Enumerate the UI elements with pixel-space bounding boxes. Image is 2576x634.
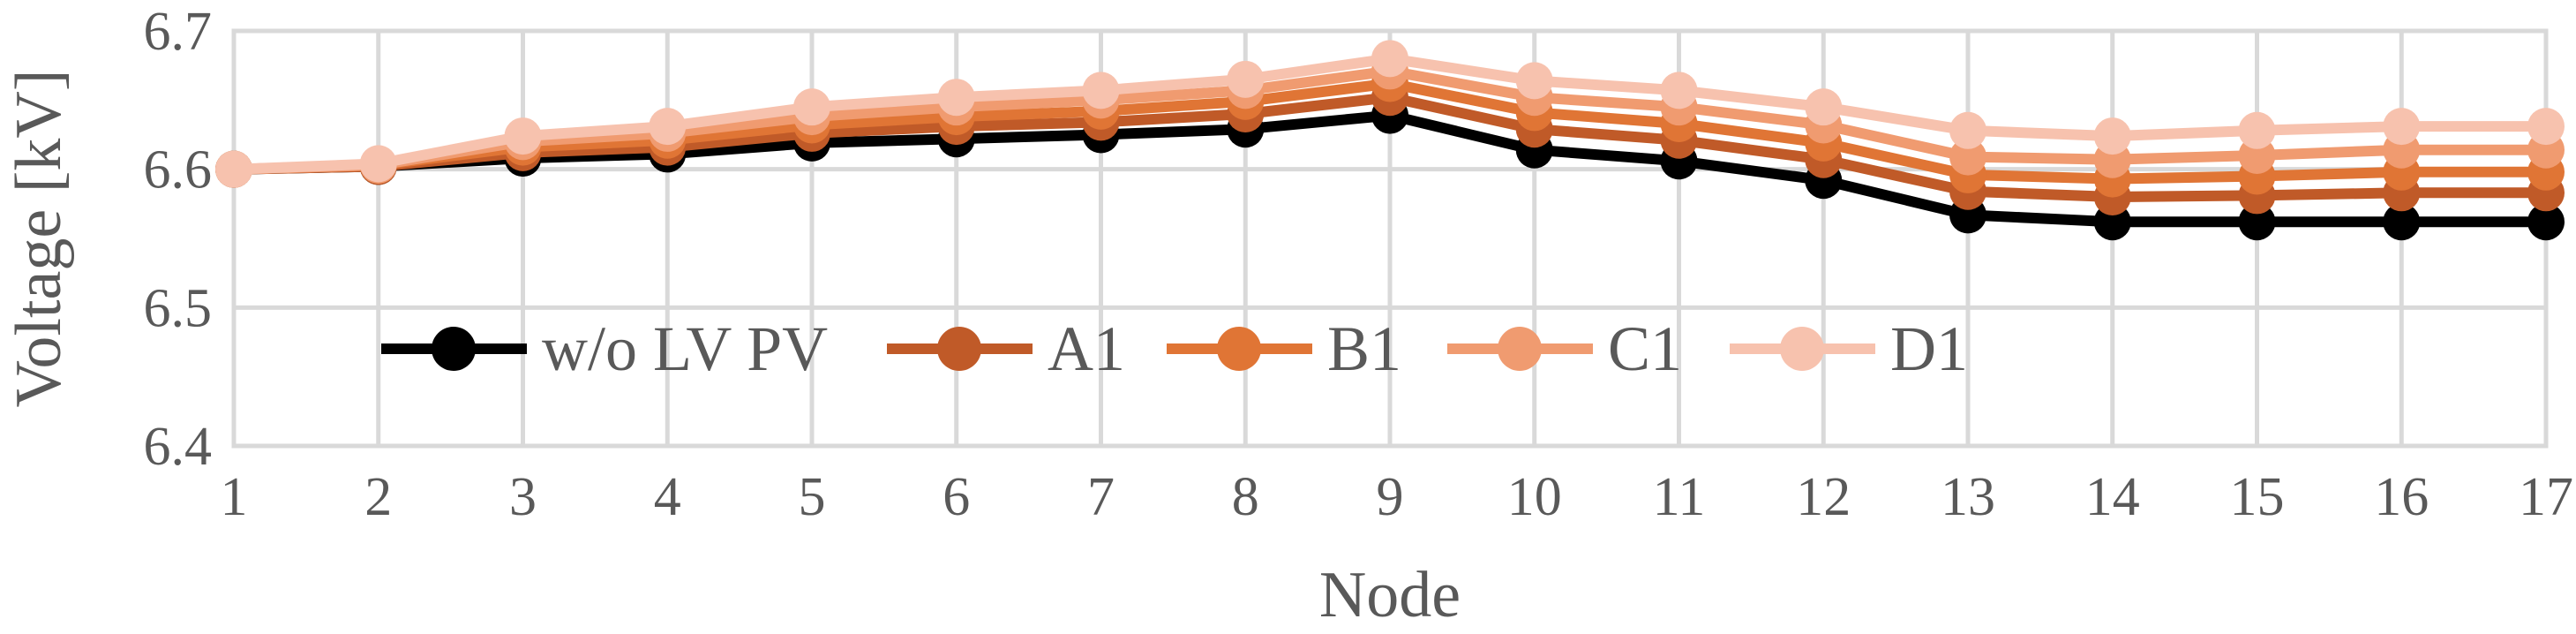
- data-point: [2527, 203, 2565, 241]
- data-point: [2238, 203, 2276, 241]
- x-tick-label: 3: [509, 467, 537, 527]
- x-tick-label: 8: [1232, 467, 1259, 527]
- data-point: [649, 108, 687, 146]
- y-tick-label: 6.6: [144, 140, 213, 200]
- legend-item: w/o LV PV: [381, 313, 828, 384]
- data-point: [1660, 72, 1698, 109]
- legend-label: C1: [1608, 313, 1682, 384]
- data-point: [359, 145, 397, 183]
- data-point: [1805, 88, 1843, 126]
- data-point: [1082, 72, 1120, 109]
- x-tick-label: 5: [799, 467, 826, 527]
- tick-labels: 1 2 3 4 5 6 7 8 9 10 11 12 13 14 15 16 176.46.56.66.7: [144, 2, 2574, 527]
- x-tick-label: 15: [2230, 467, 2285, 527]
- x-tick-label: 16: [2374, 467, 2429, 527]
- y-tick-label: 6.7: [144, 2, 213, 62]
- data-point: [1515, 62, 1553, 100]
- series-5: [215, 40, 2565, 188]
- legend-label: A1: [1048, 313, 1125, 384]
- legend-label: w/o LV PV: [542, 313, 828, 384]
- legend: w/o LV PV A1 B1 C1 D1: [381, 313, 1968, 384]
- data-point: [1949, 138, 1986, 176]
- data-point: [2383, 108, 2421, 146]
- x-tick-label: 6: [943, 467, 970, 527]
- legend-label: B1: [1327, 313, 1401, 384]
- x-tick-label: 7: [1087, 467, 1115, 527]
- x-tick-label: 1: [221, 467, 248, 527]
- data-point: [2383, 203, 2421, 241]
- x-tick-label: 12: [1796, 467, 1851, 527]
- legend-marker: [432, 327, 476, 371]
- legend-marker: [1780, 327, 1824, 371]
- x-axis-title: Node: [1319, 559, 1461, 631]
- series-group: [215, 40, 2565, 241]
- data-point: [937, 79, 975, 117]
- x-tick-label: 2: [364, 467, 392, 527]
- data-point: [1949, 111, 1986, 149]
- data-point: [793, 88, 830, 126]
- x-tick-label: 14: [2085, 467, 2140, 527]
- y-tick-label: 6.5: [144, 278, 213, 338]
- legend-item: C1: [1447, 313, 1682, 384]
- legend-item: A1: [887, 313, 1125, 384]
- legend-marker: [1498, 327, 1542, 371]
- data-point: [215, 150, 252, 188]
- legend-label: D1: [1890, 313, 1968, 384]
- x-tick-label: 4: [654, 467, 681, 527]
- data-point: [2238, 111, 2276, 149]
- x-tick-label: 11: [1653, 467, 1706, 527]
- x-tick-label: 9: [1377, 467, 1404, 527]
- data-point: [1227, 60, 1265, 98]
- legend-marker: [1217, 327, 1261, 371]
- x-tick-label: 13: [1941, 467, 1995, 527]
- data-point: [504, 117, 542, 155]
- data-point: [2527, 108, 2565, 146]
- legend-marker: [937, 327, 981, 371]
- x-tick-label: 10: [1507, 467, 1562, 527]
- data-point: [2093, 117, 2131, 155]
- data-point: [1371, 40, 1408, 78]
- y-axis-title: Voltage [kV]: [3, 70, 75, 408]
- y-tick-label: 6.4: [144, 417, 213, 477]
- legend-item: D1: [1730, 313, 1968, 384]
- x-tick-label: 17: [2519, 467, 2573, 527]
- legend-item: B1: [1167, 313, 1401, 384]
